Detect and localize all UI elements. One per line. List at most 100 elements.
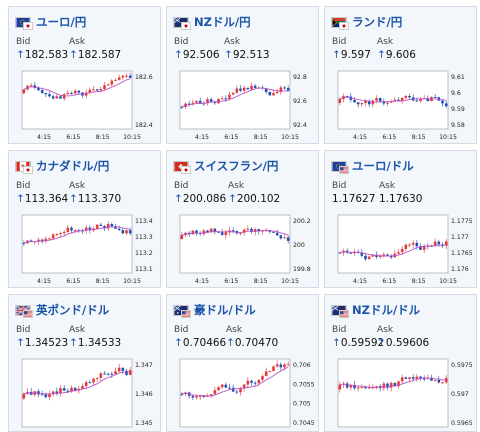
y-tick-label: 92.6: [293, 98, 307, 105]
rate-card-nzdjpy[interactable]: NZドル/円 Bid Ask ↑92.506 ↑92.513 92.8 92.6 9…: [166, 6, 319, 144]
candle-up: [264, 230, 268, 232]
x-tick-label: 6:15: [224, 278, 238, 285]
mini-chart[interactable]: 0.706 0.7055 0.705 0.7045: [176, 357, 314, 429]
pair-name[interactable]: 英ポンド/ドル: [36, 303, 110, 317]
candle-up: [37, 239, 40, 242]
mini-chart[interactable]: 9.61 9.6 9.59 9.58 4:15 6:15 8:15 10:15: [334, 69, 472, 141]
up-arrow-icon: ↑: [332, 337, 341, 349]
candle-up: [110, 80, 114, 85]
x-tick-label: 8:15: [96, 134, 110, 141]
mini-chart[interactable]: 113.4 113.3 113.2 113.1 4:15 6:15 8:15 10:15: [18, 213, 156, 285]
candle-up: [360, 387, 364, 389]
candle-down: [279, 364, 283, 368]
candle-up: [349, 384, 353, 388]
candle-up: [114, 371, 117, 375]
pair-name[interactable]: NZドル/ドル: [352, 303, 421, 317]
candle-up: [283, 364, 286, 368]
candle-down: [22, 242, 26, 244]
up-arrow-icon: ↑: [174, 49, 183, 61]
rate-card-zarjpy[interactable]: ランド/円 Bid Ask ↑9.597 ↑9.606 9.61 9.6 9.59 9…: [324, 6, 477, 144]
x-tick-label: 4:15: [195, 278, 209, 285]
us-flag-corner-icon: [23, 309, 33, 318]
candle-up: [73, 90, 77, 94]
candle-down: [444, 103, 448, 107]
candle-up: [272, 366, 275, 372]
candle-down: [51, 96, 55, 99]
candle-down: [268, 91, 272, 96]
up-arrow-icon: ↑: [332, 49, 341, 61]
pair-name[interactable]: カナダドル/円: [36, 159, 110, 173]
card-header: 英ポンド/ドル: [15, 302, 109, 318]
pair-name[interactable]: ユーロ/円: [36, 15, 87, 29]
up-arrow-icon: ↑: [69, 49, 78, 61]
candle-up: [375, 98, 378, 101]
pair-name[interactable]: スイスフラン/円: [194, 159, 279, 173]
jp-flag-corner-icon: [181, 21, 191, 30]
x-tick-label: 8:15: [254, 134, 268, 141]
jp-flag-corner-icon: [23, 165, 33, 174]
mini-chart[interactable]: 182.6 182.4 4:15 6:15 8:15 10:15: [18, 69, 156, 141]
candle-up: [275, 364, 279, 367]
candle-down: [106, 373, 110, 375]
mini-chart[interactable]: 1.347 1.346 1.345: [18, 357, 156, 429]
candlestick-chart: 92.8 92.6 92.4 4:15 6:15 8:15 10:15: [179, 70, 307, 141]
mini-chart[interactable]: 200.2 200 199.8 4:15 6:15 8:15 10:15: [176, 213, 314, 285]
mini-chart[interactable]: 0.5975 0.597 0.5965: [334, 357, 472, 429]
candle-up: [382, 254, 386, 256]
rate-card-gbpusd[interactable]: 英ポンド/ドル Bid Ask ↑1.34523 ↑1.34533 1.347 1…: [8, 294, 161, 432]
y-tick-label: 1.346: [135, 391, 153, 398]
candle-down: [180, 394, 184, 396]
candle-down: [345, 95, 349, 97]
jp-flag-corner-icon: [23, 21, 33, 30]
candle-up: [209, 394, 213, 396]
rate-card-eurjpy[interactable]: ユーロ/円 Bid Ask ↑182.583 ↑182.587 182.6 182…: [8, 6, 161, 144]
candlestick-chart: 9.61 9.6 9.59 9.58 4:15 6:15 8:15 10:15: [337, 70, 465, 141]
candle-down: [389, 255, 393, 258]
ask-value: 1.17630: [379, 193, 423, 205]
candle-up: [209, 228, 213, 232]
ask-value: ↑182.587: [69, 49, 122, 61]
mini-chart[interactable]: 92.8 92.6 92.4 4:15 6:15 8:15 10:15: [176, 69, 314, 141]
ask-value: ↑200.102: [228, 193, 281, 205]
ask-label: Ask: [224, 37, 241, 47]
y-tick-label: 113.2: [135, 250, 153, 257]
mini-chart[interactable]: 1.1775 1.177 1.1765 1.176 4:15 6:15 8:15 10:15: [334, 213, 472, 285]
plot-area: [21, 70, 133, 130]
candle-up: [411, 242, 415, 245]
bid-label: Bid: [16, 37, 31, 47]
candle-down: [62, 388, 66, 391]
candle-up: [389, 382, 393, 388]
candle-down: [235, 391, 239, 393]
x-tick-label: 4:15: [195, 134, 209, 141]
rate-card-eurusd[interactable]: ユーロ/ドル Bid Ask 1.17627 1.17630 1.1775 1.1…: [324, 150, 477, 288]
candle-down: [426, 98, 430, 102]
candle-up: [206, 99, 209, 104]
rate-card-chfjpy[interactable]: スイスフラン/円 Bid Ask ↑200.086 ↑200.102 200.2…: [166, 150, 319, 288]
pair-name[interactable]: NZドル/円: [194, 15, 251, 29]
candle-up: [338, 98, 342, 103]
rate-card-audusd[interactable]: 豪ドル/ドル Bid Ask ↑0.70466 ↑0.70470 0.706 0.…: [166, 294, 319, 432]
candle-up: [92, 89, 95, 91]
pair-name[interactable]: ユーロ/ドル: [352, 159, 414, 173]
candle-down: [66, 390, 70, 392]
jp-flag-corner-icon: [181, 165, 191, 174]
y-tick-label: 200: [293, 242, 305, 249]
rate-card-cadjpy[interactable]: カナダドル/円 Bid Ask ↑113.364 ↑113.370 113.4 1…: [8, 150, 161, 288]
x-tick-label: 8:15: [96, 278, 110, 285]
pair-name[interactable]: 豪ドル/ドル: [194, 303, 256, 317]
candle-down: [364, 255, 367, 260]
bid-value: ↑200.086: [174, 193, 227, 205]
candlestick-chart: 113.4 113.3 113.2 113.1 4:15 6:15 8:15 10:15: [21, 214, 153, 285]
rate-card-nzdusd[interactable]: NZドル/ドル Bid Ask ↑0.59592 ↑0.59606 0.5975…: [324, 294, 477, 432]
candle-down: [356, 102, 360, 105]
plot-area: [179, 214, 291, 274]
candle-down: [95, 89, 99, 91]
candle-down: [48, 94, 51, 97]
candle-up: [66, 227, 70, 232]
candle-down: [253, 85, 257, 88]
candle-down: [283, 87, 286, 89]
moving-average-line: [339, 377, 447, 388]
eu-us-flag-icon: [331, 160, 349, 174]
pair-name[interactable]: ランド/円: [352, 15, 403, 29]
y-tick-label: 0.7045: [293, 420, 314, 427]
